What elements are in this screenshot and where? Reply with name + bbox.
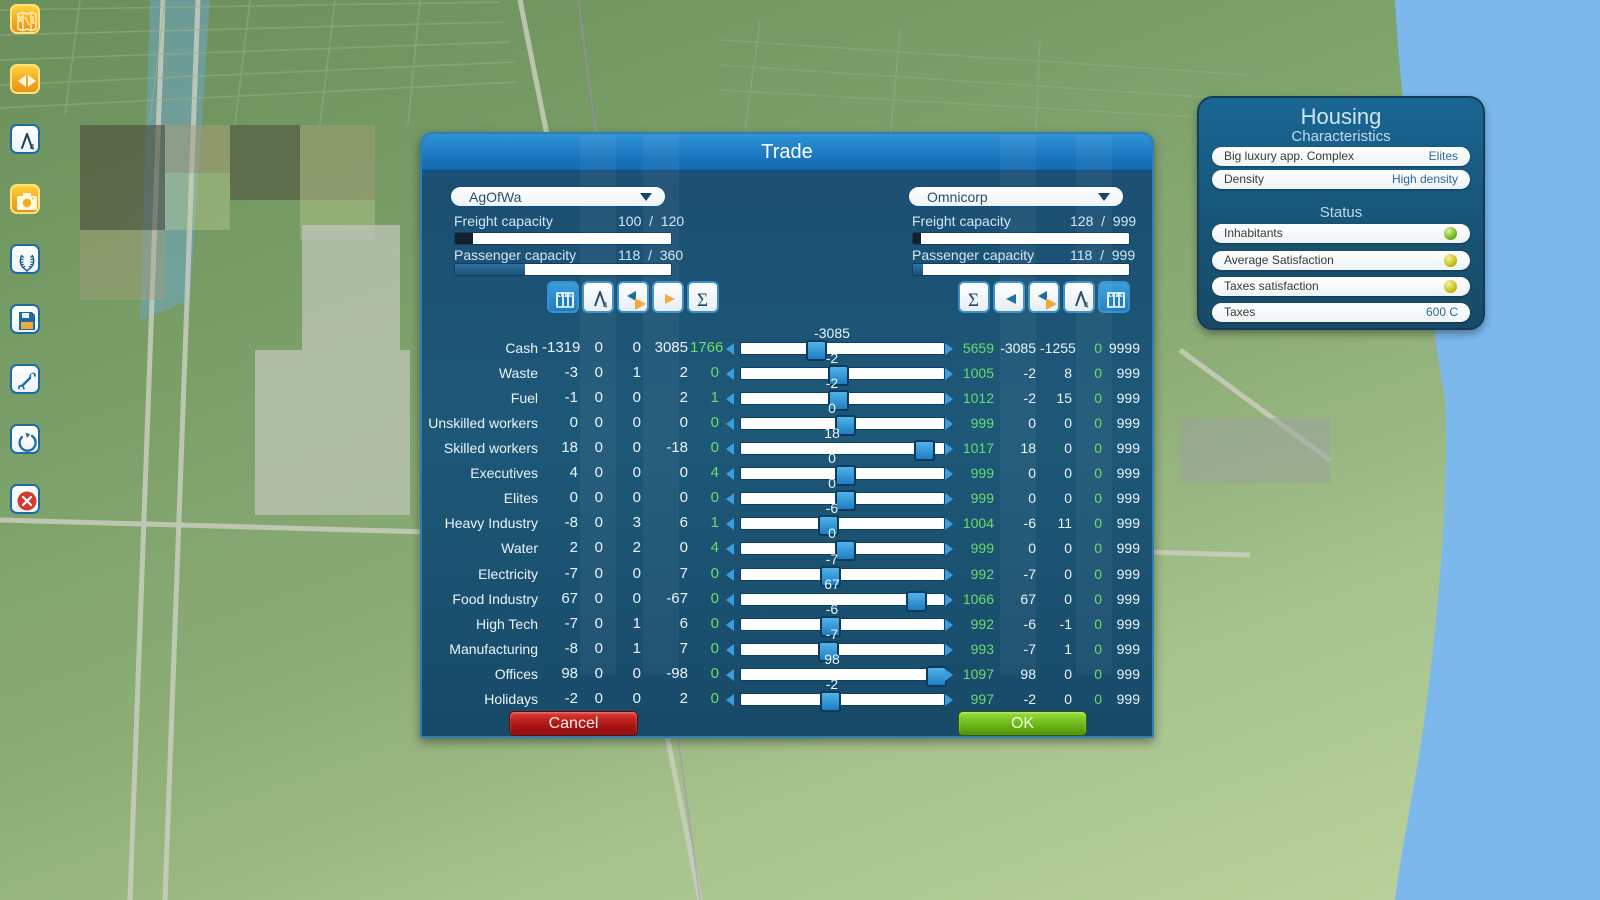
svg-text:4: 4 <box>30 143 35 152</box>
